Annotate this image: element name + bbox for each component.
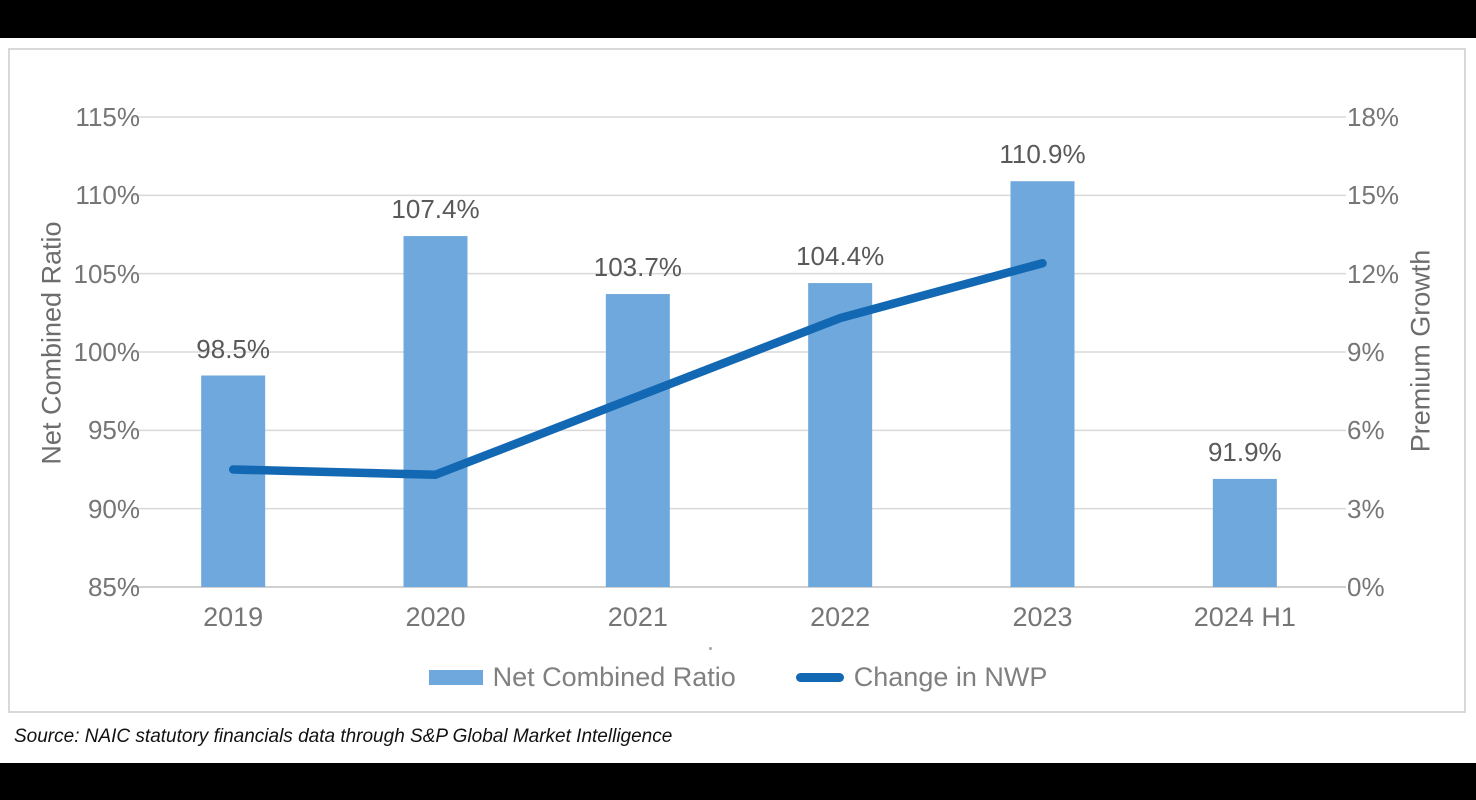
bar-2023: [1010, 181, 1075, 587]
left-axis-tick: 100%: [73, 337, 141, 367]
bar-2019: [201, 375, 266, 587]
left-axis-tick: 90%: [87, 493, 140, 524]
nwp-line: [228, 258, 1047, 479]
legend-item: Net Combined Ratio: [428, 661, 736, 693]
right-axis-tick: 9%: [1347, 337, 1385, 367]
x-axis-label: 2023: [1012, 602, 1073, 632]
x-axis-label: 2024 H1: [1193, 602, 1296, 632]
stray-dot-artifact: [709, 647, 712, 650]
right-axis-tick: 3%: [1347, 493, 1385, 524]
bar-data-label: 91.9%: [1207, 436, 1282, 467]
legend-line-swatch-icon: [795, 672, 844, 682]
x-axis-label: 2022: [810, 602, 871, 632]
bar-2021: [605, 294, 670, 587]
legend-label: Change in NWP: [853, 661, 1048, 692]
right-axis-tick: 18%: [1347, 102, 1400, 132]
source-note: Source: NAIC statutory financials data t…: [14, 726, 673, 747]
chart-legend: Net Combined Ratio Change in NWP: [10, 660, 1466, 694]
bar-data-label: 107.4%: [391, 194, 480, 225]
bar-data-label: 98.5%: [196, 333, 271, 364]
right-axis-tick: 6%: [1347, 415, 1385, 446]
x-axis-label: 2019: [203, 602, 264, 632]
left-axis-tick: 115%: [75, 102, 140, 132]
bar-2022: [808, 283, 873, 587]
right-axis-tick: 0%: [1347, 572, 1385, 602]
legend-label: Net Combined Ratio: [492, 661, 736, 692]
right-axis-tick: 12%: [1347, 258, 1400, 289]
left-axis-tick: 105%: [73, 258, 141, 289]
bar-data-label: 110.9%: [999, 139, 1086, 170]
right-axis-tick: 15%: [1347, 180, 1400, 211]
x-axis-label: 2021: [607, 602, 668, 632]
bar-2024 H1: [1212, 478, 1277, 587]
x-axis-label: 2020: [405, 602, 466, 632]
legend-item: Change in NWP: [795, 661, 1048, 693]
legend-bar-swatch-icon: [428, 669, 483, 685]
bar-2020: [403, 236, 468, 588]
left-axis-tick: 95%: [87, 415, 140, 446]
bar-data-label: 104.4%: [796, 241, 885, 272]
left-axis-tick: 110%: [75, 180, 140, 211]
bar-data-label: 103.7%: [593, 252, 682, 283]
left-axis-tick: 85%: [87, 572, 140, 602]
